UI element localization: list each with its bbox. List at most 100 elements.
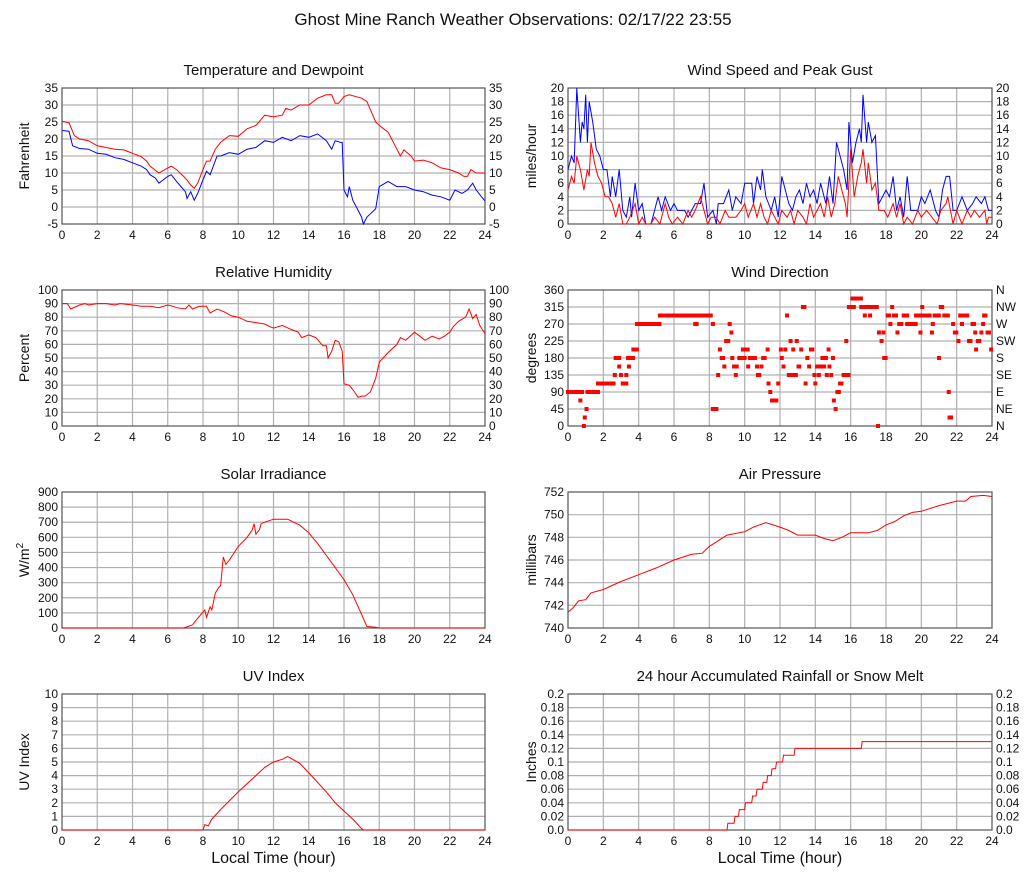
x-tick-label: 2 <box>600 834 607 848</box>
y-axis-label: W/m2 <box>15 542 32 577</box>
rainfall-series-accumulated-rainfall <box>568 741 992 831</box>
right-tick-label: 0 <box>489 200 496 214</box>
wind-direction-point <box>807 364 812 369</box>
wind-direction-point <box>813 381 818 386</box>
right-tick-label: SW <box>996 334 1016 348</box>
y-tick-label: 14 <box>551 122 565 136</box>
wind-direction-point <box>762 356 767 360</box>
wind-direction-point <box>778 347 783 352</box>
right-tick-label: 18 <box>996 95 1010 109</box>
rainfall-chart: 24 hour Accumulated Rainfall or Snow Mel… <box>523 668 1020 867</box>
x-tick-label: 18 <box>373 430 387 444</box>
wind-direction-point <box>788 339 793 343</box>
wind-direction-point <box>799 347 804 352</box>
right-tick-label: 10 <box>489 405 503 419</box>
right-tick-label: 8 <box>996 163 1003 177</box>
right-tick-label: 20 <box>996 81 1010 95</box>
wind-direction-point <box>851 305 856 309</box>
y-tick-label: 4 <box>557 190 564 204</box>
right-tick-label: 12 <box>996 135 1010 149</box>
wind-direction-point <box>816 373 821 377</box>
y-axis-label-text: Inches <box>523 741 539 782</box>
y-tick-label: 1 <box>51 809 58 823</box>
wind-direction-point <box>765 347 770 352</box>
x-tick-label: 14 <box>809 430 823 444</box>
x-tick-label: 4 <box>635 632 642 646</box>
x-tick-label: 4 <box>635 430 642 444</box>
y-tick-label: 12 <box>551 135 565 149</box>
wind-direction-point <box>783 347 788 352</box>
wind-direction-point <box>759 364 764 369</box>
wind-direction-point <box>776 381 781 386</box>
y-tick-label: 0 <box>51 621 58 635</box>
right-tick-label: 70 <box>489 324 503 338</box>
y-tick-label: 0.08 <box>541 769 565 783</box>
x-tick-label: 24 <box>478 834 492 848</box>
y-tick-label: 0 <box>51 200 58 214</box>
y-axis-label: Percent <box>16 334 32 382</box>
wind-direction-point <box>797 364 802 369</box>
wind-direction-point <box>936 313 941 318</box>
x-tick-label: 22 <box>950 430 964 444</box>
wind-direction-point <box>874 305 879 309</box>
right-tick-label: 80 <box>489 310 503 324</box>
wind-direction-point <box>920 305 925 309</box>
uv-series-uv-index <box>62 756 485 831</box>
y-axis-label: degrees <box>523 333 539 384</box>
wind-direction-point <box>714 407 719 411</box>
x-tick-label: 0 <box>59 632 66 646</box>
right-tick-label: N <box>996 419 1005 433</box>
y-tick-label: 10 <box>45 405 59 419</box>
y-tick-label: 7 <box>51 728 58 742</box>
wind-direction-point <box>844 339 849 343</box>
plot-frame <box>567 87 993 225</box>
wind-direction-point <box>887 313 892 318</box>
pressure-series-air-pressure <box>568 494 992 613</box>
chart-title: Wind Speed and Peak Gust <box>687 62 873 79</box>
wind-direction-point <box>631 356 636 360</box>
wind-direction-point <box>818 364 823 369</box>
y-tick-label: 0.2 <box>547 687 564 701</box>
wind-direction-point <box>766 381 771 386</box>
wind-speed-series-wind-speed <box>568 142 992 225</box>
wind-direction-point <box>894 313 899 318</box>
wind-direction-point <box>708 313 713 318</box>
right-tick-label: NE <box>996 402 1013 416</box>
wind-direction-point <box>794 339 799 343</box>
x-tick-label: 12 <box>773 228 787 242</box>
x-axis-label: Local Time (hour) <box>211 850 336 867</box>
x-tick-label: 12 <box>773 834 787 848</box>
y-axis-label-text: W/m <box>16 548 32 577</box>
y-axis-label-text: millibars <box>523 534 539 585</box>
x-tick-label: 18 <box>879 632 893 646</box>
x-tick-label: 18 <box>879 228 893 242</box>
wind-direction-point <box>989 347 994 352</box>
y-tick-label: 20 <box>45 132 59 146</box>
y-axis-label-text: UV Index <box>16 733 32 791</box>
x-tick-label: 4 <box>635 834 642 848</box>
right-tick-label: SE <box>996 368 1012 382</box>
right-tick-label: 0.1 <box>996 755 1013 769</box>
wind-direction-point <box>634 347 639 352</box>
wind-direction-point <box>839 381 844 386</box>
right-tick-label: 35 <box>489 81 503 95</box>
x-tick-label: 20 <box>915 228 929 242</box>
y-tick-label: 3 <box>51 782 58 796</box>
y-tick-label: 0.0 <box>547 823 564 837</box>
y-tick-label: 900 <box>38 485 58 499</box>
x-tick-label: 12 <box>267 834 281 848</box>
right-tick-label: 40 <box>489 365 503 379</box>
y-tick-label: 9 <box>51 701 58 715</box>
x-tick-label: 22 <box>443 430 457 444</box>
chart-title: 24 hour Accumulated Rainfall or Snow Mel… <box>637 668 925 685</box>
right-tick-label: -5 <box>489 217 500 231</box>
right-tick-label: 0.02 <box>996 809 1020 823</box>
x-tick-label: 14 <box>302 228 316 242</box>
wind-direction-point <box>694 322 699 326</box>
x-tick-label: 16 <box>337 430 351 444</box>
right-tick-label: 50 <box>489 351 503 365</box>
wind-direction-point <box>810 347 815 352</box>
wind-direction-point <box>624 381 629 386</box>
x-tick-label: 8 <box>200 228 207 242</box>
